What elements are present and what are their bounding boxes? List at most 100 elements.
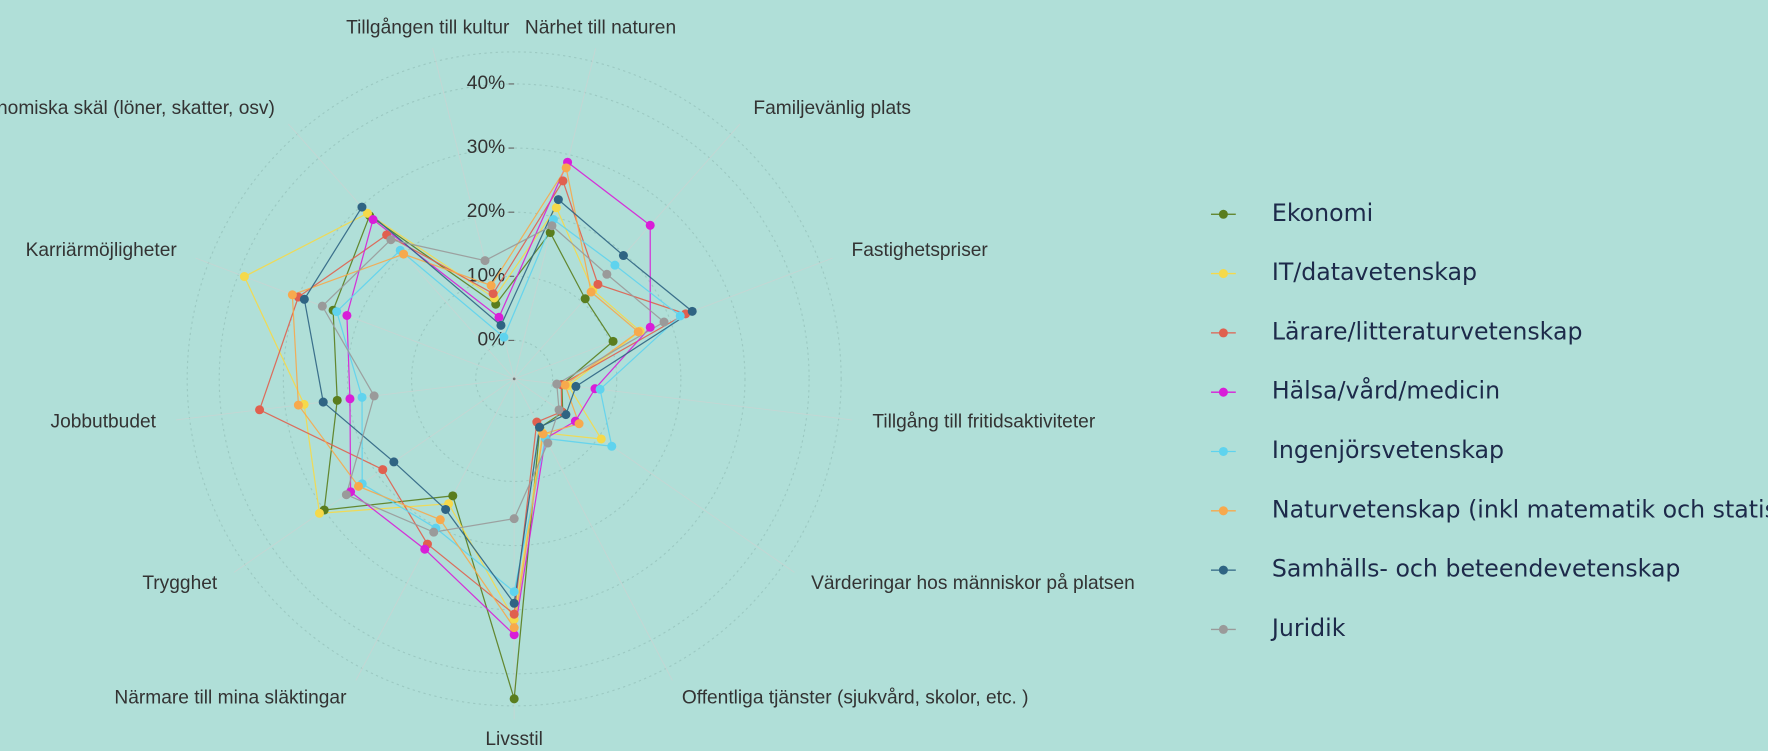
data-point [496, 320, 506, 330]
spoke [176, 378, 515, 421]
spoke [514, 257, 833, 380]
legend-marker [1218, 328, 1228, 338]
data-point [561, 410, 571, 420]
data-point [687, 306, 697, 316]
data-point [287, 290, 297, 300]
data-point [645, 322, 655, 332]
spoke [513, 48, 597, 379]
data-point [293, 400, 303, 410]
data-point [480, 256, 490, 266]
y-tick-label: 30% [467, 137, 505, 158]
data-point [435, 515, 445, 525]
spoke [513, 123, 741, 380]
data-point [378, 465, 388, 475]
legend-label: Ingenjörsvetenskap [1272, 436, 1504, 464]
legend-marker [1218, 624, 1228, 634]
data-point [299, 294, 309, 304]
data-point [389, 457, 399, 467]
data-point [353, 481, 364, 491]
legend-marker [1218, 565, 1228, 575]
data-point [509, 598, 519, 608]
data-point [554, 405, 564, 415]
data-point [486, 280, 496, 291]
data-point [602, 269, 612, 279]
category-label: Trygghet [142, 573, 218, 594]
y-tick-label: 0% [477, 329, 505, 350]
data-point [574, 419, 584, 429]
data-point [494, 312, 504, 322]
data-point [659, 317, 669, 327]
data-point [399, 249, 409, 259]
data-point [488, 289, 498, 299]
legend-label: Samhälls- och beteendevetenskap [1272, 555, 1681, 583]
data-point [645, 220, 655, 230]
series-line [346, 161, 651, 636]
category-label: Livsstil [485, 729, 542, 750]
data-point [509, 514, 519, 524]
data-point [239, 272, 249, 282]
data-point [509, 587, 519, 597]
legend-label: Naturvetenskap (inkl matematik och stati… [1272, 495, 1768, 523]
category-label: Tillgång till fritidsaktiviteter [872, 411, 1095, 432]
center-dot [512, 377, 516, 381]
series-line [321, 224, 666, 533]
data-point [314, 508, 324, 518]
data-point [580, 294, 590, 304]
data-point [561, 163, 571, 173]
category-label: Fastighetspriser [852, 240, 989, 261]
category-label: Närhet till naturen [525, 18, 676, 39]
category-label: Karriärmöjligheter [26, 240, 178, 261]
data-point [509, 623, 519, 633]
legend-label: Ekonomi [1272, 199, 1373, 227]
data-point [571, 381, 581, 391]
data-point [596, 434, 606, 444]
data-point [368, 215, 378, 225]
data-point [362, 208, 372, 218]
data-point [608, 336, 618, 346]
legend-marker [1218, 209, 1228, 219]
data-point [386, 235, 396, 245]
data-point [553, 195, 563, 205]
data-point [429, 527, 439, 537]
data-point [342, 310, 352, 320]
data-point [357, 202, 367, 212]
category-label: Tillgången till kultur [346, 18, 510, 39]
plot-area [239, 157, 697, 704]
category-label: Närmare till mina släktingar [114, 687, 347, 708]
data-point [357, 392, 367, 402]
data-point [543, 438, 553, 448]
grid: Närhet till naturen Familjevänlig plats Fa… [0, 18, 1135, 750]
legend-marker [1218, 387, 1228, 397]
category-label: Ekonomiska skäl (löner, skatter, osv) [0, 98, 275, 119]
data-point [332, 395, 342, 405]
data-point [545, 228, 555, 238]
y-tick-label: 40% [467, 73, 505, 94]
data-point [318, 397, 328, 407]
data-point [595, 384, 605, 394]
series-line [336, 218, 682, 593]
data-point [345, 394, 355, 404]
data-point [593, 279, 603, 289]
data-point [420, 544, 430, 554]
grid-circle [411, 275, 618, 483]
data-point [558, 176, 568, 186]
spoke [195, 257, 515, 380]
data-point [534, 422, 545, 432]
series-line [291, 166, 640, 630]
data-point [538, 429, 548, 439]
series-line [258, 179, 688, 616]
legend-label: Hälsa/vård/medicin [1272, 377, 1500, 405]
legend-label: Lärare/litteraturvetenskap [1272, 317, 1583, 345]
category-label: Familjevänlig plats [753, 98, 911, 119]
legend-label: IT/datavetenskap [1272, 258, 1477, 286]
data-point [317, 301, 327, 311]
category-label: Jobbutbudet [51, 411, 157, 432]
data-point [448, 491, 458, 501]
data-point [610, 260, 620, 270]
series-line [323, 214, 614, 699]
data-point [675, 311, 685, 321]
data-point [369, 391, 379, 401]
data-point [509, 609, 519, 619]
data-point [607, 441, 617, 451]
